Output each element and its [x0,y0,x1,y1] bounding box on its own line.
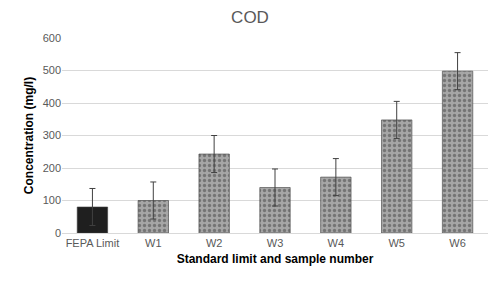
svg-text:W1: W1 [145,237,162,249]
svg-text:500: 500 [43,64,61,76]
svg-text:100: 100 [43,194,61,206]
svg-text:COD: COD [231,8,269,27]
svg-text:200: 200 [43,162,61,174]
svg-text:600: 600 [43,32,61,44]
svg-text:Concentration (mg/l): Concentration (mg/l) [22,77,36,194]
svg-text:Standard limit and sample numb: Standard limit and sample number [177,252,374,266]
svg-text:0: 0 [55,227,61,239]
svg-text:300: 300 [43,129,61,141]
svg-text:W2: W2 [206,237,223,249]
svg-text:400: 400 [43,97,61,109]
svg-text:W3: W3 [267,237,284,249]
svg-text:W5: W5 [388,237,405,249]
svg-text:W4: W4 [328,237,345,249]
svg-text:FEPA Limit: FEPA Limit [66,237,120,249]
svg-text:W6: W6 [449,237,466,249]
